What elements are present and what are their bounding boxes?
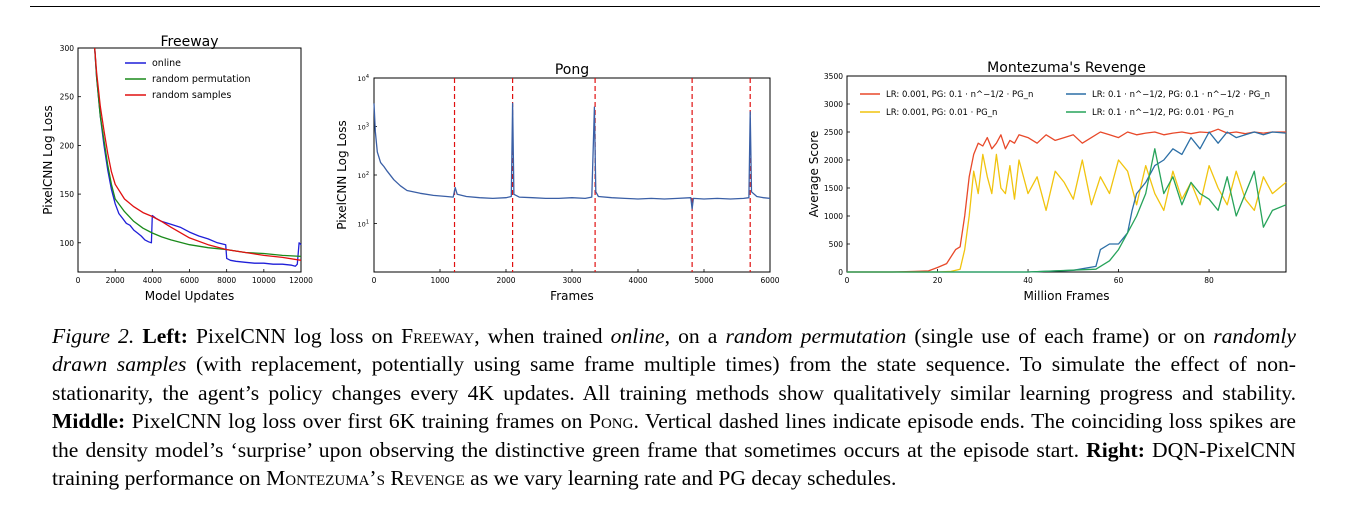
series-line (94, 47, 302, 267)
y-tick-label: 2500 (824, 128, 843, 137)
y-tick-label: 1500 (824, 184, 843, 193)
y-tick-label: 2000 (824, 156, 843, 165)
y-axis-label: PixelCNN Log Loss (41, 105, 55, 214)
x-tick-label: 0 (372, 276, 377, 285)
figure: 0 2000 4000 6000 8000 10000 12000 100 150 200 250 3… (41, 34, 1287, 303)
caption-game-name: Pong (588, 409, 634, 434)
y-tick-label: 200 (60, 141, 75, 150)
chart-title: Freeway (160, 34, 218, 50)
series-line (373, 102, 771, 210)
caption-text: , on a (664, 324, 726, 348)
caption-text: (with replacement, potentially using sam… (52, 352, 1296, 405)
legend-label: LR: 0.1 · n^−1/2, PG: 0.1 · n^−1/2 · PG_… (1092, 90, 1270, 100)
y-tick-label: 104 (358, 74, 369, 83)
y-tick-label: 500 (829, 240, 844, 249)
caption-game-name: Montezuma’s Revenge (266, 466, 465, 491)
y-tick-label: 0 (838, 268, 843, 277)
y-tick-label: 150 (60, 190, 75, 199)
figure-caption: Figure 2. Left: PixelCNN log loss on Fre… (52, 322, 1296, 492)
caption-figure-label: Figure 2. (52, 324, 135, 348)
x-tick-label: 0 (845, 276, 850, 285)
x-tick-label: 0 (76, 276, 81, 285)
y-tick-label: 3500 (824, 72, 843, 81)
y-tick-label: 102 (358, 171, 369, 180)
top-rule (30, 6, 1320, 7)
plot-frame (373, 77, 771, 273)
x-tick-label: 12000 (289, 276, 313, 285)
x-tick-label: 1000 (430, 276, 449, 285)
y-tick-label: 100 (60, 239, 75, 248)
x-tick-label: 20 (933, 276, 943, 285)
legend-label: LR: 0.001, PG: 0.1 · n^−1/2 · PG_n (886, 90, 1033, 100)
caption-emphasis: online (610, 324, 665, 348)
plot-frame (846, 75, 1287, 273)
caption-text: DQN-PixelCNN training performance on (52, 437, 1296, 491)
x-tick-label: 6000 (760, 276, 779, 285)
caption-emphasis: randomly drawn samples (52, 324, 1296, 377)
x-tick-label: 5000 (694, 276, 713, 285)
caption-text: PixelCNN log loss over first 6K training… (125, 409, 589, 434)
caption-text: . Vertical dashed lines indicate episode… (52, 409, 1296, 462)
legend-label: LR: 0.001, PG: 0.01 · PG_n (886, 108, 997, 118)
y-tick-label: 250 (60, 93, 75, 102)
chart-title: Montezuma's Revenge (987, 60, 1146, 76)
x-tick-label: 2000 (496, 276, 515, 285)
x-tick-label: 4000 (143, 276, 162, 285)
series-line (847, 131, 1287, 273)
caption-right-label: Right: (1086, 437, 1145, 462)
caption-emphasis: random permutation (725, 324, 907, 348)
x-tick-label: 80 (1204, 276, 1214, 285)
y-tick-label: 103 (358, 123, 369, 132)
x-tick-label: 4000 (628, 276, 647, 285)
x-axis-label: Frames (550, 289, 594, 303)
y-tick-label: 1000 (824, 212, 843, 221)
y-tick-label: 101 (358, 220, 369, 229)
y-axis-label: PixelCNN Log Loss (335, 120, 349, 229)
x-axis-label: Model Updates (145, 289, 235, 303)
chart-0: 0 2000 4000 6000 8000 10000 12000 100 150 200 250 3… (41, 34, 313, 303)
x-tick-label: 6000 (180, 276, 199, 285)
x-tick-label: 10000 (252, 276, 276, 285)
y-tick-label: 3000 (824, 100, 843, 109)
chart-1: 0 1000 2000 3000 4000 5000 6000 101 102 103 104 Pon… (335, 62, 780, 303)
legend-label: online (152, 58, 181, 69)
y-axis-label: Average Score (807, 131, 821, 218)
x-tick-label: 40 (1023, 276, 1033, 285)
caption-text: as we vary learning rate and PG decay sc… (464, 466, 897, 491)
y-tick-label: 300 (60, 44, 75, 53)
legend-label: random samples (152, 90, 231, 101)
caption-text: (single use of each frame) or on (906, 324, 1214, 348)
legend-label: random permutation (152, 74, 251, 85)
legend-label: LR: 0.1 · n^−1/2, PG: 0.01 · PG_n (1092, 108, 1234, 118)
series-line (847, 153, 1287, 273)
caption-text: PixelCNN log loss on (187, 324, 402, 348)
x-axis-label: Million Frames (1023, 289, 1109, 303)
caption-text: , when trained (474, 324, 611, 348)
figure-svg: 0 2000 4000 6000 8000 10000 120001001502002503… (41, 34, 1287, 303)
series-line (94, 47, 302, 261)
chart-title: Pong (555, 62, 589, 78)
caption-middle-label: Middle: (52, 409, 126, 434)
series-line (847, 148, 1287, 273)
chart-2: 0 20 40 60 80 0 500 1000 1500 2000 2500 3000 3500 Mon… (807, 60, 1287, 303)
caption-game-name: Freeway (401, 324, 475, 348)
x-tick-label: 60 (1114, 276, 1124, 285)
x-tick-label: 2000 (106, 276, 125, 285)
series-line (847, 128, 1286, 273)
x-tick-label: 3000 (562, 276, 581, 285)
caption-left-label: Left: (142, 324, 188, 348)
x-tick-label: 8000 (217, 276, 236, 285)
